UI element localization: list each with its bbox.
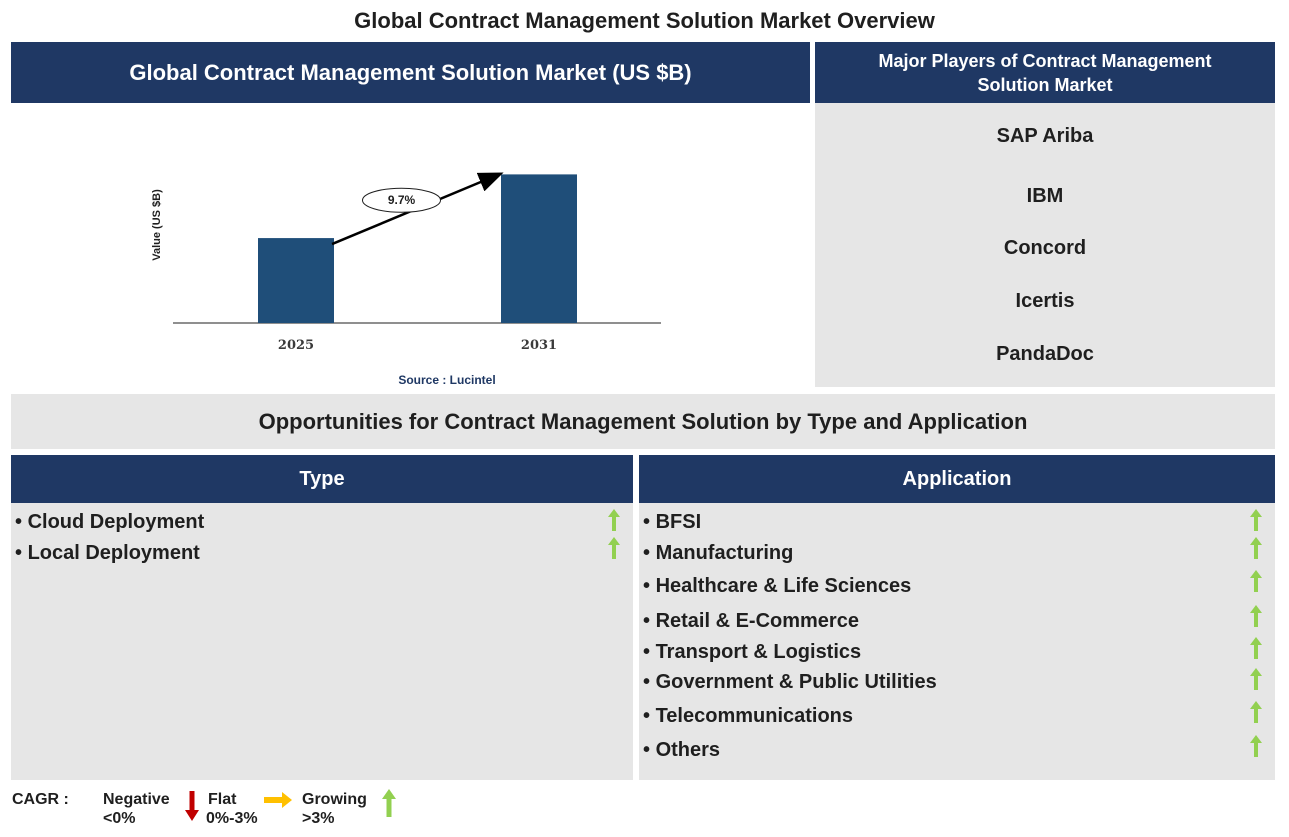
cagr-badge — [362, 187, 441, 213]
up-arrow-icon — [1250, 537, 1262, 559]
up-arrow-icon — [1250, 701, 1262, 723]
application-item: • Telecommunications — [643, 705, 854, 727]
application-item: • Others — [643, 739, 721, 761]
application-item: • Manufacturing — [643, 542, 794, 564]
player-name: IBM — [1026, 185, 1064, 207]
market-bar-chart: Value (US $B) 2025 2031 9.7% — [151, 172, 661, 353]
type-column-header: Type — [11, 455, 633, 503]
up-arrow-icon — [1250, 570, 1262, 592]
legend-negative-name: Negative — [103, 791, 170, 808]
player-name: PandaDoc — [996, 343, 1094, 365]
up-arrow-icon — [1250, 509, 1262, 531]
chart-panel-header: Global Contract Management Solution Mark… — [11, 42, 810, 103]
up-arrow-icon — [1250, 637, 1262, 659]
up-arrow-icon — [1250, 668, 1262, 690]
up-arrow-icon — [608, 509, 620, 531]
bar-2025 — [258, 238, 334, 323]
application-list: • BFSI • Manufacturing • Healthcare & Li… — [639, 503, 1275, 780]
page-title: Global Contract Management Solution Mark… — [354, 8, 935, 33]
legend-flat-name: Flat — [208, 791, 237, 808]
legend-label: CAGR : — [12, 791, 69, 808]
up-arrow-icon — [382, 789, 396, 817]
x-tick-label: 2025 — [278, 338, 314, 353]
type-list: • Cloud Deployment • Local Deployment — [11, 503, 633, 780]
opportunities-header: Opportunities for Contract Management So… — [11, 394, 1275, 449]
bar-2031 — [501, 174, 577, 323]
x-tick-label: 2031 — [521, 338, 557, 353]
application-item: • Retail & E-Commerce — [643, 610, 859, 632]
up-arrow-icon — [608, 537, 620, 559]
application-item: • Government & Public Utilities — [643, 671, 937, 693]
application-item: • BFSI — [643, 511, 702, 533]
application-item: • Healthcare & Life Sciences — [643, 575, 912, 597]
source-note: Source : Lucintel — [398, 373, 496, 387]
players-panel-header: Major Players of Contract Management Sol… — [815, 42, 1275, 103]
legend-flat-range: 0%-3% — [206, 810, 258, 827]
cagr-label: 9.7% — [388, 193, 416, 207]
application-column-header: Application — [639, 455, 1275, 503]
y-axis-label: Value (US $B) — [151, 189, 163, 261]
down-arrow-icon — [185, 791, 199, 821]
legend-growing-name: Growing — [302, 791, 367, 808]
cagr-legend: CAGR : Negative <0% Flat 0%-3% Growing >… — [12, 789, 412, 833]
up-arrow-icon — [1250, 735, 1262, 757]
players-list: SAP Ariba IBM Concord Icertis PandaDoc — [815, 103, 1275, 387]
type-item: • Local Deployment — [15, 542, 200, 564]
application-item: • Transport & Logistics — [643, 641, 862, 663]
type-item: • Cloud Deployment — [15, 511, 205, 533]
player-name: Icertis — [1015, 290, 1075, 312]
legend-negative-range: <0% — [103, 810, 136, 827]
legend-growing-range: >3% — [302, 810, 335, 827]
player-name: Concord — [1003, 237, 1087, 259]
player-name: SAP Ariba — [996, 125, 1094, 147]
right-arrow-icon — [264, 792, 292, 808]
up-arrow-icon — [1250, 605, 1262, 627]
